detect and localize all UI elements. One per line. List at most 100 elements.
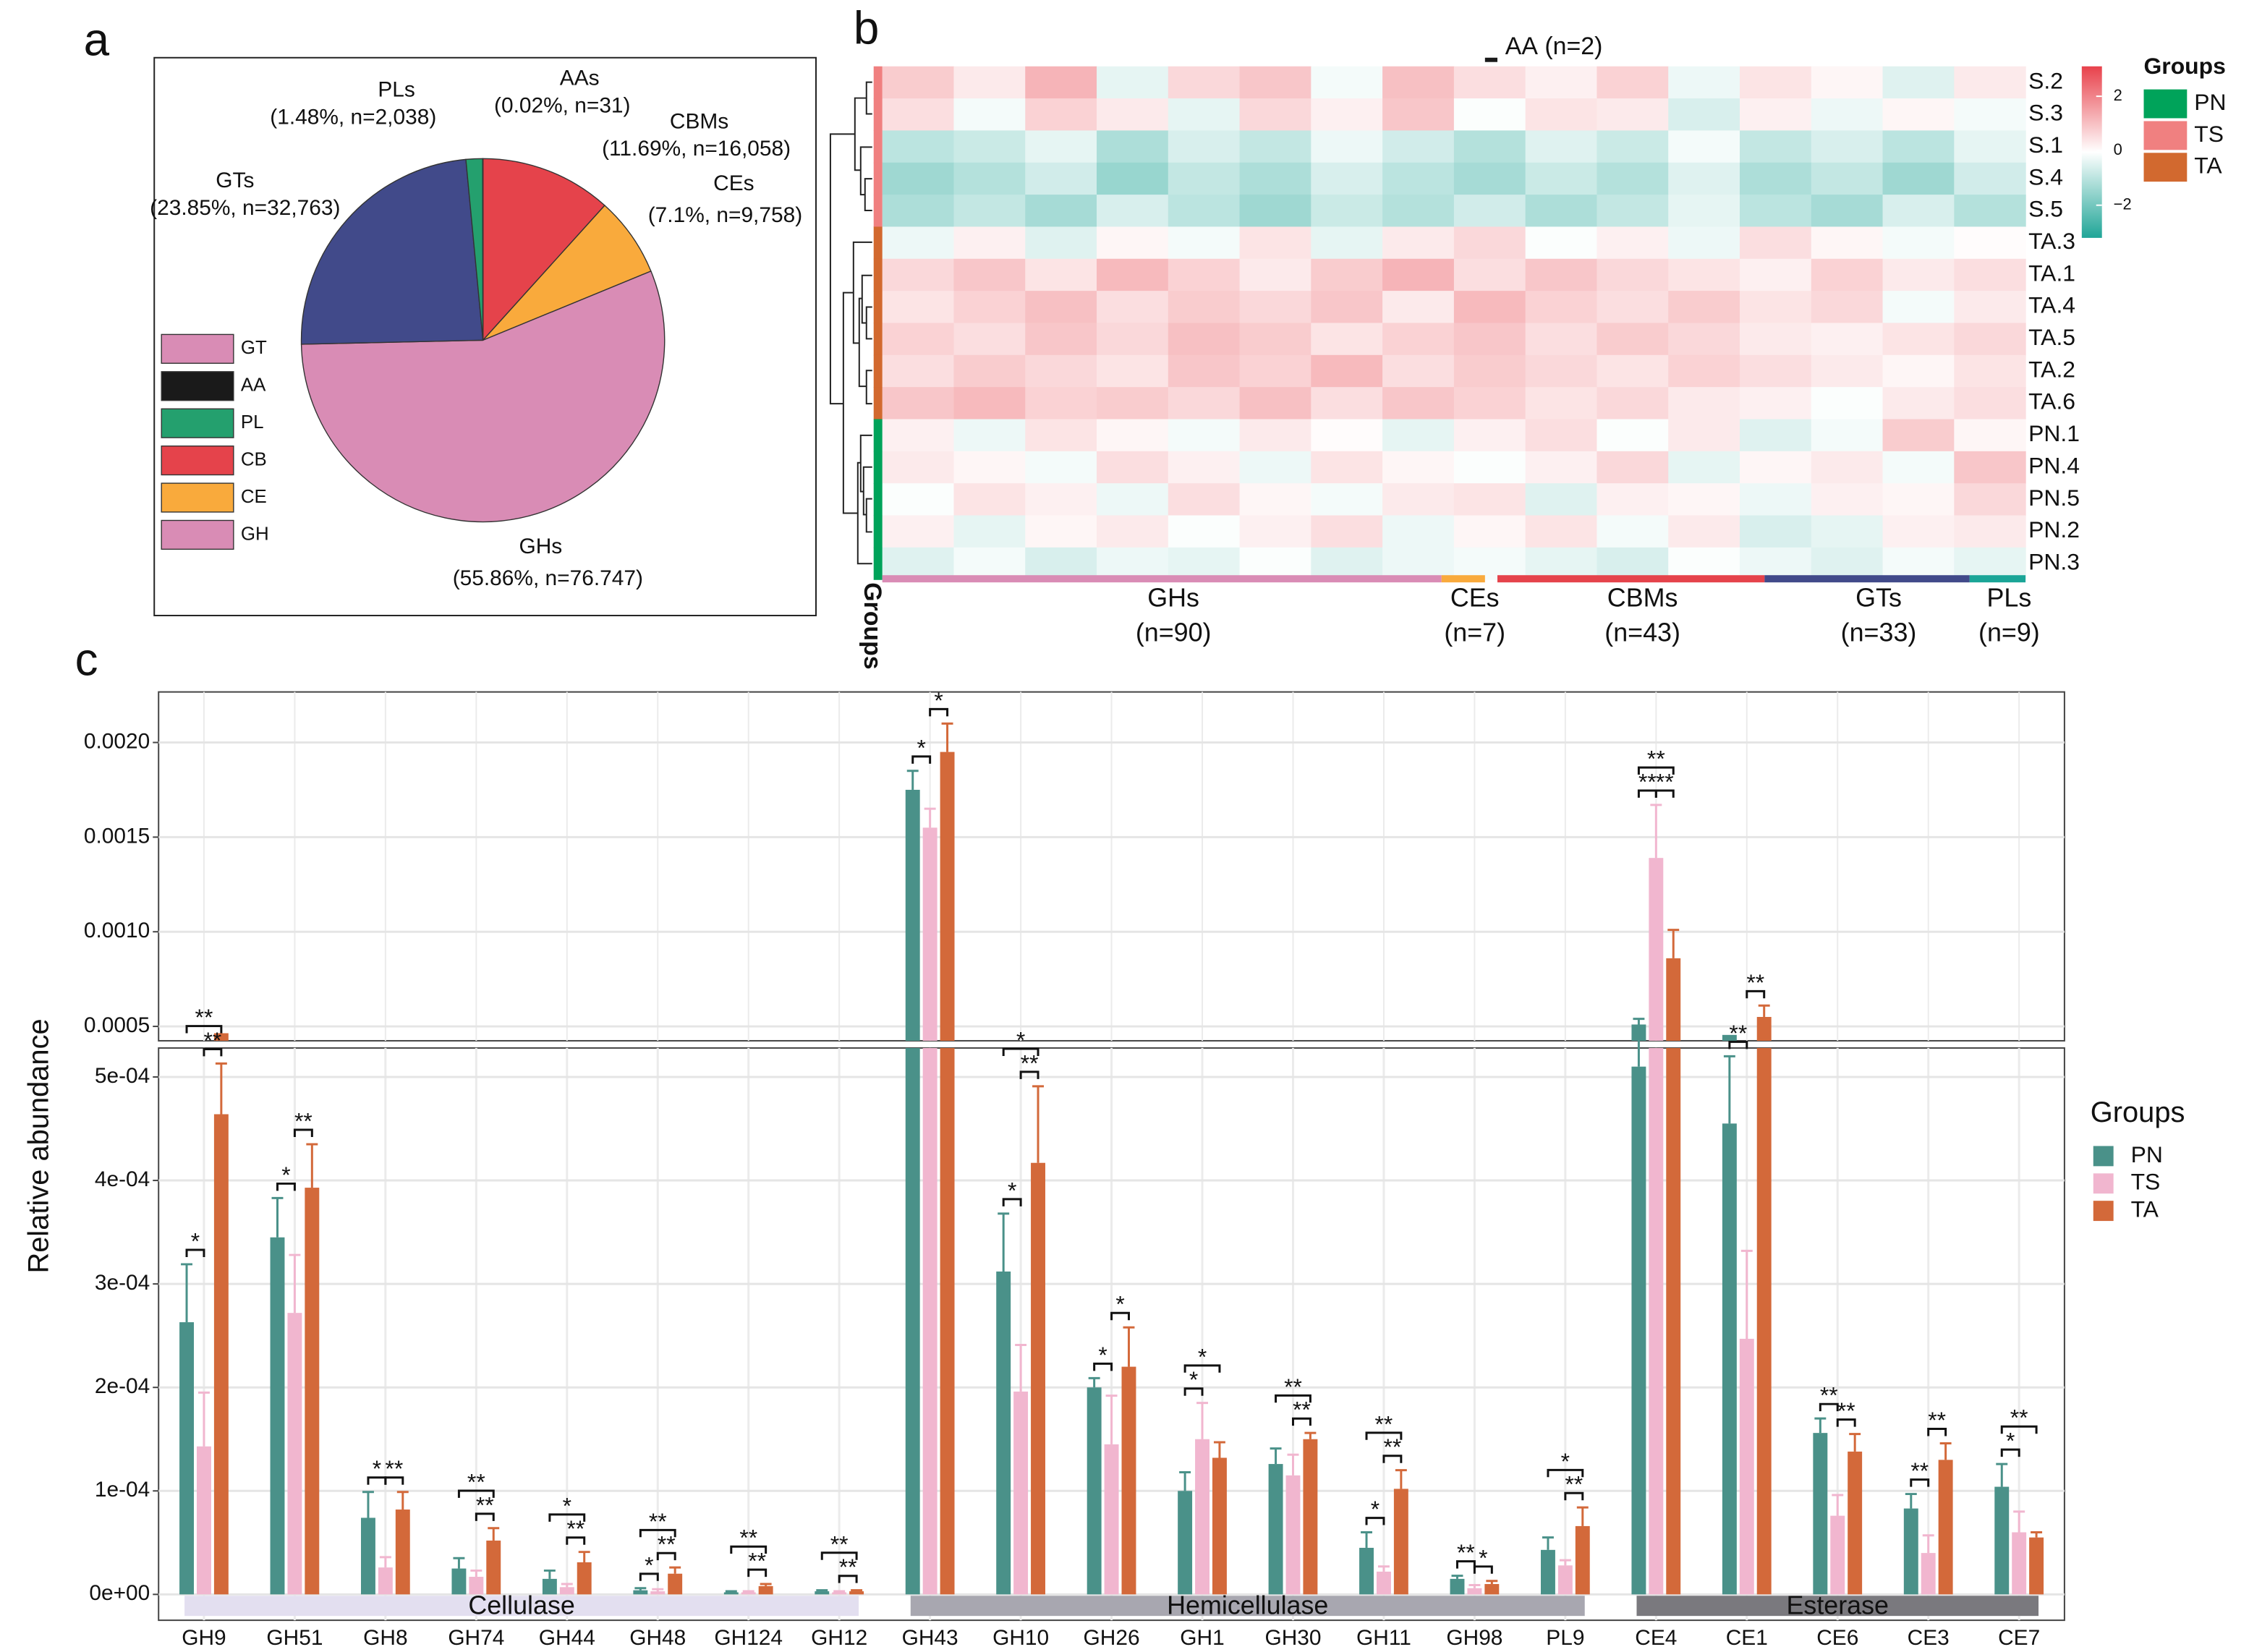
bar-upper xyxy=(940,752,955,1041)
bar xyxy=(1575,1525,1590,1595)
heat-cell xyxy=(1739,66,1812,99)
heat-cell xyxy=(1168,419,1241,452)
significance-bracket xyxy=(185,1025,223,1034)
groups-side-label: Groups xyxy=(859,582,886,669)
significance-label: * xyxy=(1371,1496,1379,1522)
heat-cell xyxy=(953,66,1026,99)
x-tick-label: GH26 xyxy=(1084,1626,1140,1650)
heat-cell xyxy=(1597,419,1669,452)
y-tick-label: 0e+00 xyxy=(89,1581,150,1605)
heat-cell xyxy=(1453,98,1526,132)
legend-swatch xyxy=(2093,1146,2114,1167)
heat-cell xyxy=(1597,130,1669,163)
bar-upper xyxy=(213,1033,229,1041)
heat-cell xyxy=(1954,291,2026,324)
dendrogram xyxy=(829,81,872,565)
slice-name: AAs xyxy=(560,67,600,90)
significance-label: ** xyxy=(739,1525,757,1551)
heat-cell xyxy=(953,515,1026,548)
heat-cell xyxy=(1597,547,1669,580)
heat-cell xyxy=(1525,162,1598,195)
heat-cell xyxy=(1025,98,1097,132)
group-band xyxy=(1636,1596,2039,1617)
legend-label: AA xyxy=(241,375,266,396)
heat-cell xyxy=(1311,515,1383,548)
color-scale-label: −2 xyxy=(2114,195,2132,213)
slice-label: (23.85%, n=32,763) xyxy=(150,196,340,220)
heat-cell xyxy=(882,387,955,420)
bar xyxy=(270,1237,285,1595)
heat-cell xyxy=(1311,419,1383,452)
heat-cell xyxy=(1739,98,1812,132)
y-tick-label: 2e-04 xyxy=(95,1374,150,1398)
heat-cell xyxy=(1168,226,1241,260)
heat-cell xyxy=(1811,451,1884,484)
heat-cell xyxy=(882,323,955,356)
legend-swatch xyxy=(2143,153,2188,182)
bar xyxy=(287,1313,302,1595)
significance-label: * xyxy=(1189,1366,1198,1392)
significance-bracket xyxy=(820,1551,858,1560)
significance-label: ** xyxy=(748,1548,766,1574)
heat-cell xyxy=(1025,515,1097,548)
significance-bracket xyxy=(1654,789,1675,798)
heat-cell xyxy=(1668,323,1740,356)
heat-cell xyxy=(1668,130,1740,163)
heat-cell xyxy=(1954,547,2026,580)
significance-bracket xyxy=(929,707,949,717)
slice-name: GTs xyxy=(216,169,254,192)
bar xyxy=(758,1585,773,1595)
heat-cell xyxy=(882,354,955,388)
bar xyxy=(1303,1439,1318,1595)
significance-bracket xyxy=(730,1545,768,1554)
bar xyxy=(542,1578,557,1595)
heat-cell xyxy=(1097,258,1169,291)
heat-cell xyxy=(1811,323,1884,356)
significance-label: * xyxy=(1016,1026,1025,1052)
heat-cell xyxy=(953,323,1026,356)
heat-cell xyxy=(1025,323,1097,356)
bar xyxy=(1830,1515,1845,1595)
heat-cell xyxy=(953,354,1026,388)
heat-cell xyxy=(1168,258,1241,291)
x-tick-label: CE4 xyxy=(1635,1626,1677,1650)
x-tick-label: GH11 xyxy=(1356,1626,1411,1650)
heat-cell xyxy=(1025,195,1097,228)
pie-slice xyxy=(482,205,652,341)
x-tick-label: GH124 xyxy=(714,1626,783,1650)
row-group-bar xyxy=(873,483,883,516)
heat-cell xyxy=(1882,66,1955,99)
heat-cell xyxy=(1239,226,1311,260)
bar xyxy=(1484,1584,1500,1595)
bar xyxy=(179,1322,195,1595)
heat-cell xyxy=(1453,323,1526,356)
heat-cell xyxy=(1954,354,2026,388)
bar-upper xyxy=(905,789,920,1041)
row-group-bar xyxy=(873,515,883,548)
x-tick-label: GH51 xyxy=(266,1626,323,1650)
heat-cell xyxy=(1239,419,1311,452)
significance-label: * xyxy=(373,1455,381,1481)
heat-cell xyxy=(882,258,955,291)
significance-label: ** xyxy=(1638,768,1657,794)
legend-label: CB xyxy=(241,449,267,469)
significance-bracket xyxy=(1019,1070,1040,1079)
significance-label: ** xyxy=(294,1108,313,1134)
slice-name: GHs xyxy=(519,535,562,558)
heat-cell xyxy=(1954,226,2026,260)
x-tick-label: GH9 xyxy=(182,1626,226,1650)
heat-cell xyxy=(1525,515,1598,548)
legend-swatch xyxy=(2093,1201,2114,1222)
heat-cell xyxy=(882,483,955,516)
significance-bracket xyxy=(2000,1448,2020,1457)
row-label: PN.5 xyxy=(2028,485,2080,511)
bar xyxy=(559,1587,574,1595)
bar xyxy=(1903,1508,1918,1595)
heat-cell xyxy=(1239,291,1311,324)
significance-bracket xyxy=(1183,1387,1204,1396)
significance-bracket xyxy=(457,1489,495,1498)
heat-cell xyxy=(1382,387,1455,420)
heat-cell xyxy=(1882,195,1955,228)
significance-label: ** xyxy=(195,1004,213,1030)
column-group-bar xyxy=(1497,575,1765,583)
